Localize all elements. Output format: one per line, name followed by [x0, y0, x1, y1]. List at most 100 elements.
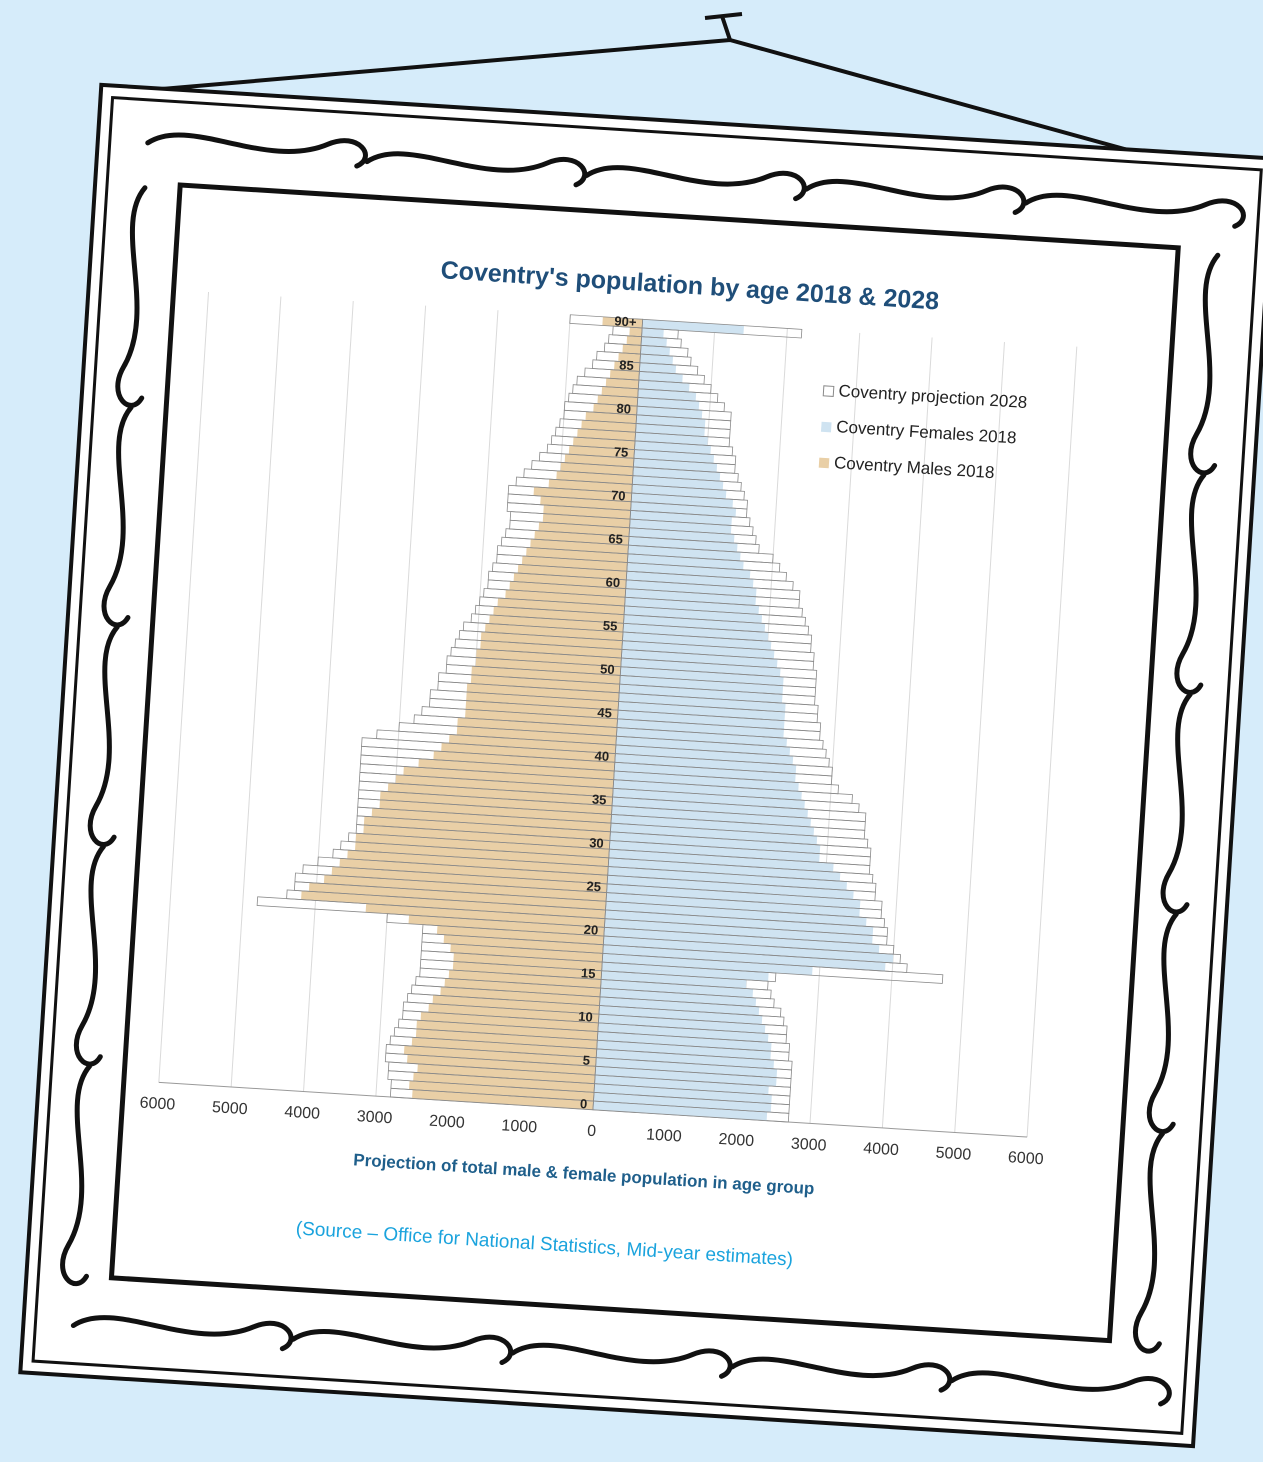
bar [418, 758, 615, 780]
legend-swatch [822, 385, 835, 397]
bar [347, 850, 609, 876]
bar [416, 1020, 598, 1041]
y-tick-label: 45 [597, 705, 612, 721]
bar [619, 684, 783, 704]
bar [612, 797, 808, 819]
bar [603, 927, 880, 954]
bar [465, 709, 618, 728]
bar [606, 883, 861, 909]
bar [618, 692, 786, 712]
bar [363, 816, 611, 841]
x-tick-label: 2000 [429, 1113, 466, 1132]
bar [466, 683, 620, 702]
x-tick-label: 1000 [646, 1126, 683, 1145]
bar [639, 362, 677, 374]
bar [592, 1101, 768, 1121]
bar [611, 805, 812, 827]
bar [632, 475, 724, 491]
bar [457, 717, 617, 737]
x-tick-label: 1000 [501, 1117, 538, 1136]
bar [543, 504, 631, 520]
bar [623, 623, 769, 642]
bar [411, 1037, 597, 1058]
bar [598, 1014, 766, 1034]
bar [379, 799, 612, 824]
bar [530, 538, 629, 554]
bar [456, 726, 617, 745]
bar [417, 1063, 596, 1084]
bar [436, 925, 604, 945]
bar [612, 788, 805, 810]
bar [602, 944, 886, 972]
bar [534, 530, 630, 546]
bar [585, 411, 637, 424]
bar [408, 1080, 595, 1102]
y-tick-label: 20 [583, 922, 598, 938]
grid-line [230, 296, 282, 1088]
bar [403, 1045, 597, 1067]
y-tick-label: 75 [613, 444, 628, 460]
bar [597, 1022, 769, 1043]
bar [631, 493, 734, 509]
bar [613, 779, 802, 801]
bar [610, 814, 815, 836]
bar [379, 791, 613, 815]
bar [354, 841, 609, 867]
bar [605, 901, 867, 927]
bar [642, 319, 744, 335]
bar [616, 727, 788, 747]
x-tick-label: 6000 [139, 1094, 176, 1113]
bar [615, 736, 791, 756]
bar [432, 995, 600, 1015]
x-tick-label: 5000 [935, 1145, 972, 1164]
bar [625, 588, 756, 606]
bar [581, 420, 637, 433]
bar [615, 744, 794, 765]
bar [629, 519, 732, 535]
bar [408, 915, 605, 937]
grid-line [375, 305, 427, 1097]
bar [453, 952, 603, 971]
bar [627, 545, 741, 561]
bar [301, 890, 606, 919]
bar [560, 462, 634, 476]
bar [626, 335, 642, 346]
bar [466, 691, 619, 711]
x-tick-label: 3000 [356, 1108, 393, 1127]
bar [533, 486, 632, 502]
bar [597, 394, 638, 407]
y-tick-label: 5 [582, 1053, 590, 1068]
bar [440, 986, 601, 1006]
bar [634, 440, 712, 455]
y-tick-label: 30 [589, 835, 604, 851]
y-tick-label: 55 [602, 618, 617, 634]
bar [323, 874, 607, 902]
bar [633, 458, 718, 473]
bar [618, 352, 641, 363]
bar [475, 657, 621, 676]
bar [448, 734, 616, 754]
bar [548, 479, 633, 494]
bar [403, 766, 614, 789]
grid-line [881, 337, 933, 1128]
bar [602, 953, 813, 976]
projection-bar [641, 318, 803, 339]
bar [413, 1072, 595, 1093]
bar [444, 978, 601, 997]
bar [513, 572, 627, 589]
bar [452, 961, 602, 980]
bar [608, 849, 834, 872]
bar [607, 875, 854, 900]
bar [625, 579, 757, 597]
bar [556, 470, 633, 485]
hanger [149, 12, 1259, 188]
bar [629, 527, 735, 544]
bar [614, 762, 796, 783]
bar [542, 513, 631, 528]
bar [595, 1057, 778, 1078]
bar [626, 562, 751, 579]
grid-line [954, 342, 1005, 1133]
bar [620, 658, 781, 677]
bar [597, 1031, 772, 1052]
